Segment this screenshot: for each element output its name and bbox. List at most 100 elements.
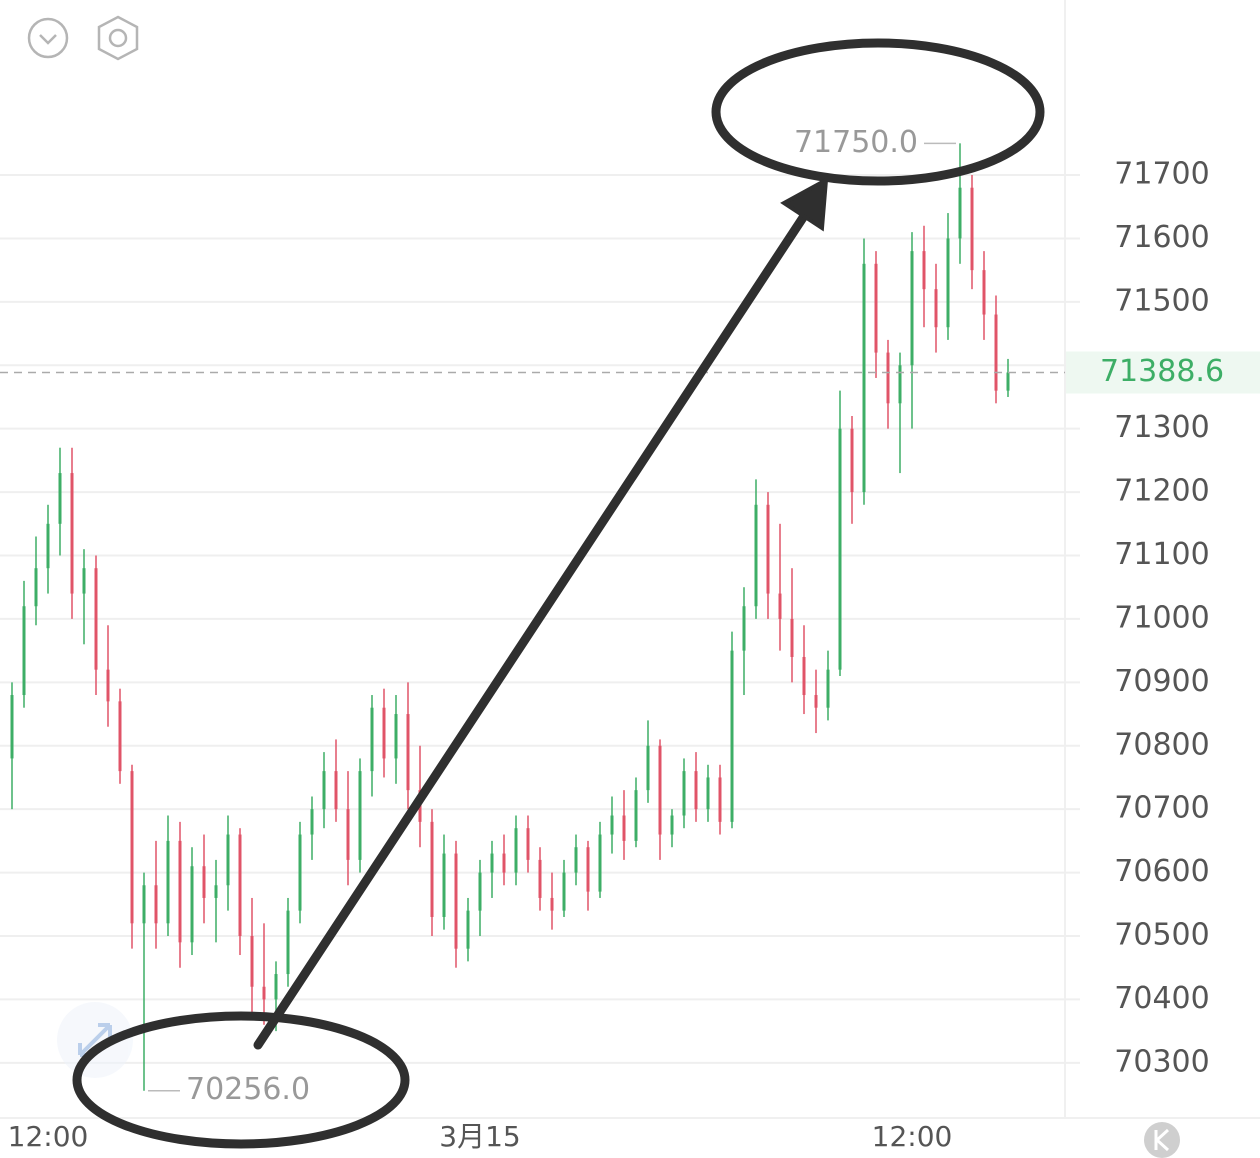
candle-body [454,853,458,949]
y-tick-label: 71100 [1114,537,1209,572]
candle-body [850,428,854,493]
candle-body [202,866,206,898]
candle-body [934,289,938,328]
x-tick-label: 12:00 [872,1120,953,1153]
candle-body [742,606,746,651]
candle-body [970,187,974,271]
candle-body [118,701,122,772]
kline-icon[interactable] [1144,1122,1180,1158]
candle-body [694,771,698,810]
candle-body [46,523,50,569]
candle-body [610,815,614,835]
y-tick-label: 70600 [1114,854,1209,889]
candle-body [514,828,518,873]
candle-body [718,777,722,822]
candle-body [382,707,386,759]
y-tick-label: 71000 [1114,600,1209,635]
candle-body [706,777,710,810]
candle-body [238,834,242,936]
candle-body [922,251,926,290]
candle-body [334,771,338,810]
candle-body [406,714,410,791]
candle-body [430,821,434,917]
candle-body [838,428,842,670]
min-marker-label: 70256.0 [186,1072,310,1107]
candle-body [946,238,950,328]
candle-body [106,669,110,702]
candle-body [166,840,170,924]
candle-body [310,809,314,835]
candle-body [394,714,398,759]
candle-body [622,815,626,841]
candle-body [910,251,914,366]
candle-body [358,771,362,860]
candle-body [682,771,686,816]
candle-body [262,986,266,1000]
y-tick-label: 70400 [1114,981,1209,1016]
last-price-label: 71388.6 [1100,354,1224,389]
last-price-bg [1066,351,1260,394]
candle-body [730,650,734,822]
candle-body [526,828,530,860]
y-tick-label: 71300 [1114,410,1209,445]
candle-body [826,669,830,708]
y-tick-label: 70300 [1114,1044,1209,1079]
candle-body [130,771,134,924]
candle-body [994,314,998,391]
candle-body [562,872,566,911]
candle-body [538,859,542,898]
y-tick-label: 71600 [1114,220,1209,255]
candle-body [490,853,494,873]
settings-icon[interactable] [97,15,139,61]
candle-body [598,834,602,892]
candle-body [766,504,770,594]
candle-body [178,840,182,943]
candle-body [226,834,230,886]
candle-body [346,809,350,860]
candle-body [646,745,650,791]
candle-body [658,745,662,835]
candle-body [586,847,590,892]
candle-body [478,872,482,911]
candle-body [754,504,758,607]
labels: 70300 70400 70500 70600 70700 70800 70900 71000… [0,125,1260,1153]
dropdown-icon[interactable] [27,17,69,59]
candle-body [634,790,638,841]
y-tick-label: 71500 [1114,283,1209,318]
candle-body [370,707,374,772]
candle-body [466,910,470,949]
candle-body [274,974,278,1000]
candle-body [22,606,26,696]
candle-body [550,897,554,911]
candles [10,143,1010,1091]
y-tick-label: 71200 [1114,474,1209,509]
candle-body [190,866,194,943]
candle-body [790,618,794,657]
y-tick-label: 70500 [1114,918,1209,953]
candle-body [214,885,218,898]
y-tick-label: 71700 [1114,157,1209,192]
candle-body [886,352,890,404]
candle-body [982,270,986,315]
candle-body [874,263,878,353]
x-tick-label: 3月15 [439,1120,520,1153]
y-tick-label: 70800 [1114,727,1209,762]
candle-body [862,263,866,493]
y-tick-label: 70900 [1114,664,1209,699]
candle-body [814,695,818,708]
candle-body [958,187,962,239]
candle-body [154,885,158,924]
candle-body [82,568,86,594]
candle-body [298,834,302,911]
candle-body [322,771,326,810]
candle-body [70,473,74,594]
candle-body [574,847,578,873]
candle-body [58,473,62,524]
candle-body [778,593,782,619]
candle-body [34,568,38,607]
candle-body [502,853,506,873]
y-tick-label: 70700 [1114,791,1209,826]
annotation [72,38,1045,1149]
candle-body [1006,372,1010,391]
